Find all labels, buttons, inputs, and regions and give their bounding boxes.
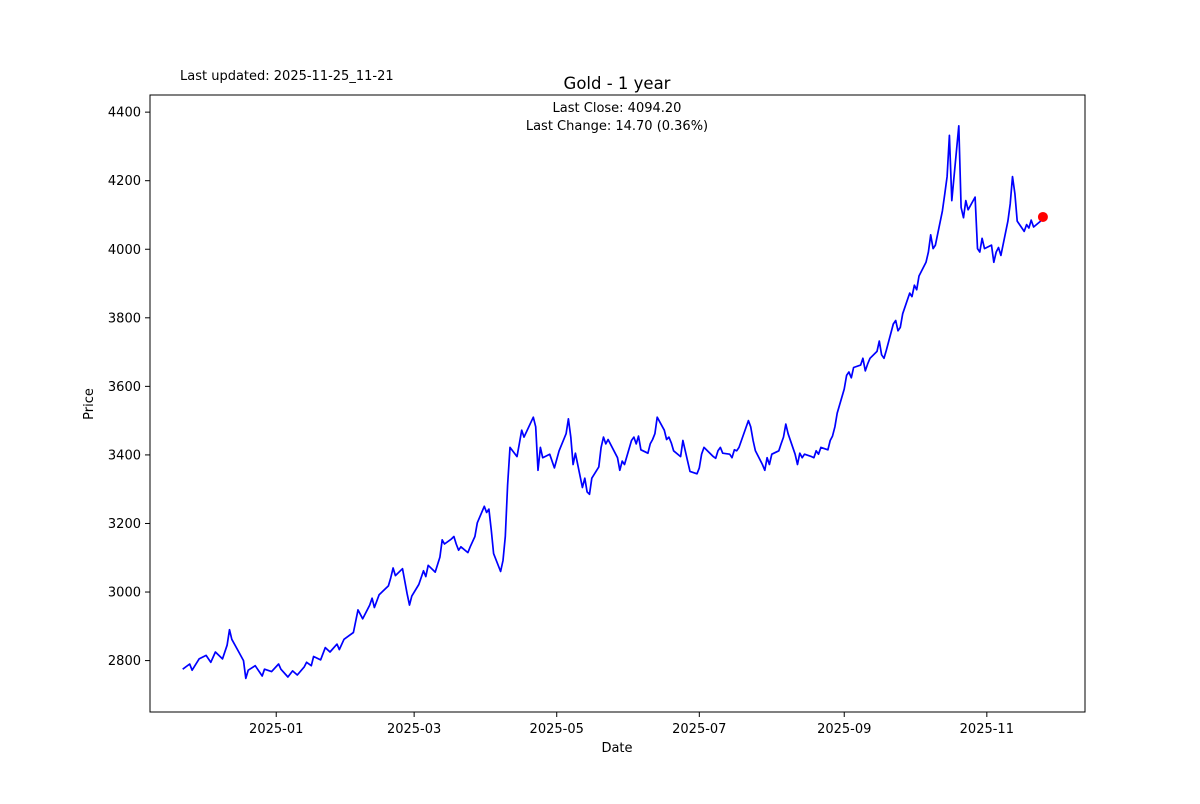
y-tick-label: 3800 (108, 311, 141, 326)
y-tick-label: 4400 (108, 106, 141, 121)
plot-area: 2800 3000 3200 3400 3600 3800 4000 4200 4400 2025… (108, 94, 1086, 737)
price-line (182, 124, 1044, 680)
y-tick-label: 3000 (108, 586, 141, 601)
y-axis-label: Price (82, 388, 97, 420)
last-close-annotation: Last Close: 4094.20 (553, 101, 682, 116)
last-updated-label: Last updated: 2025-11-25_11-21 (180, 69, 394, 84)
chart-title: Gold - 1 year (564, 74, 671, 93)
x-axis-label: Date (601, 741, 632, 756)
last-price-marker (1037, 211, 1048, 222)
plot-border (149, 94, 1086, 713)
x-tick-label: 2025-03 (387, 722, 441, 737)
x-tick-label: 2025-09 (817, 722, 871, 737)
y-tick-label: 2800 (108, 654, 141, 669)
y-tick-label: 3600 (108, 380, 141, 395)
x-tick-label: 2025-01 (249, 722, 303, 737)
y-tick-label: 4000 (108, 243, 141, 258)
y-tick-label: 3200 (108, 517, 141, 532)
y-tick-label: 3400 (108, 448, 141, 463)
x-tick-label: 2025-07 (672, 722, 726, 737)
last-change-annotation: Last Change: 14.70 (0.36%) (526, 119, 708, 134)
x-tick-label: 2025-11 (960, 722, 1014, 737)
y-tick-label: 4200 (108, 174, 141, 189)
x-tick-label: 2025-05 (530, 722, 584, 737)
